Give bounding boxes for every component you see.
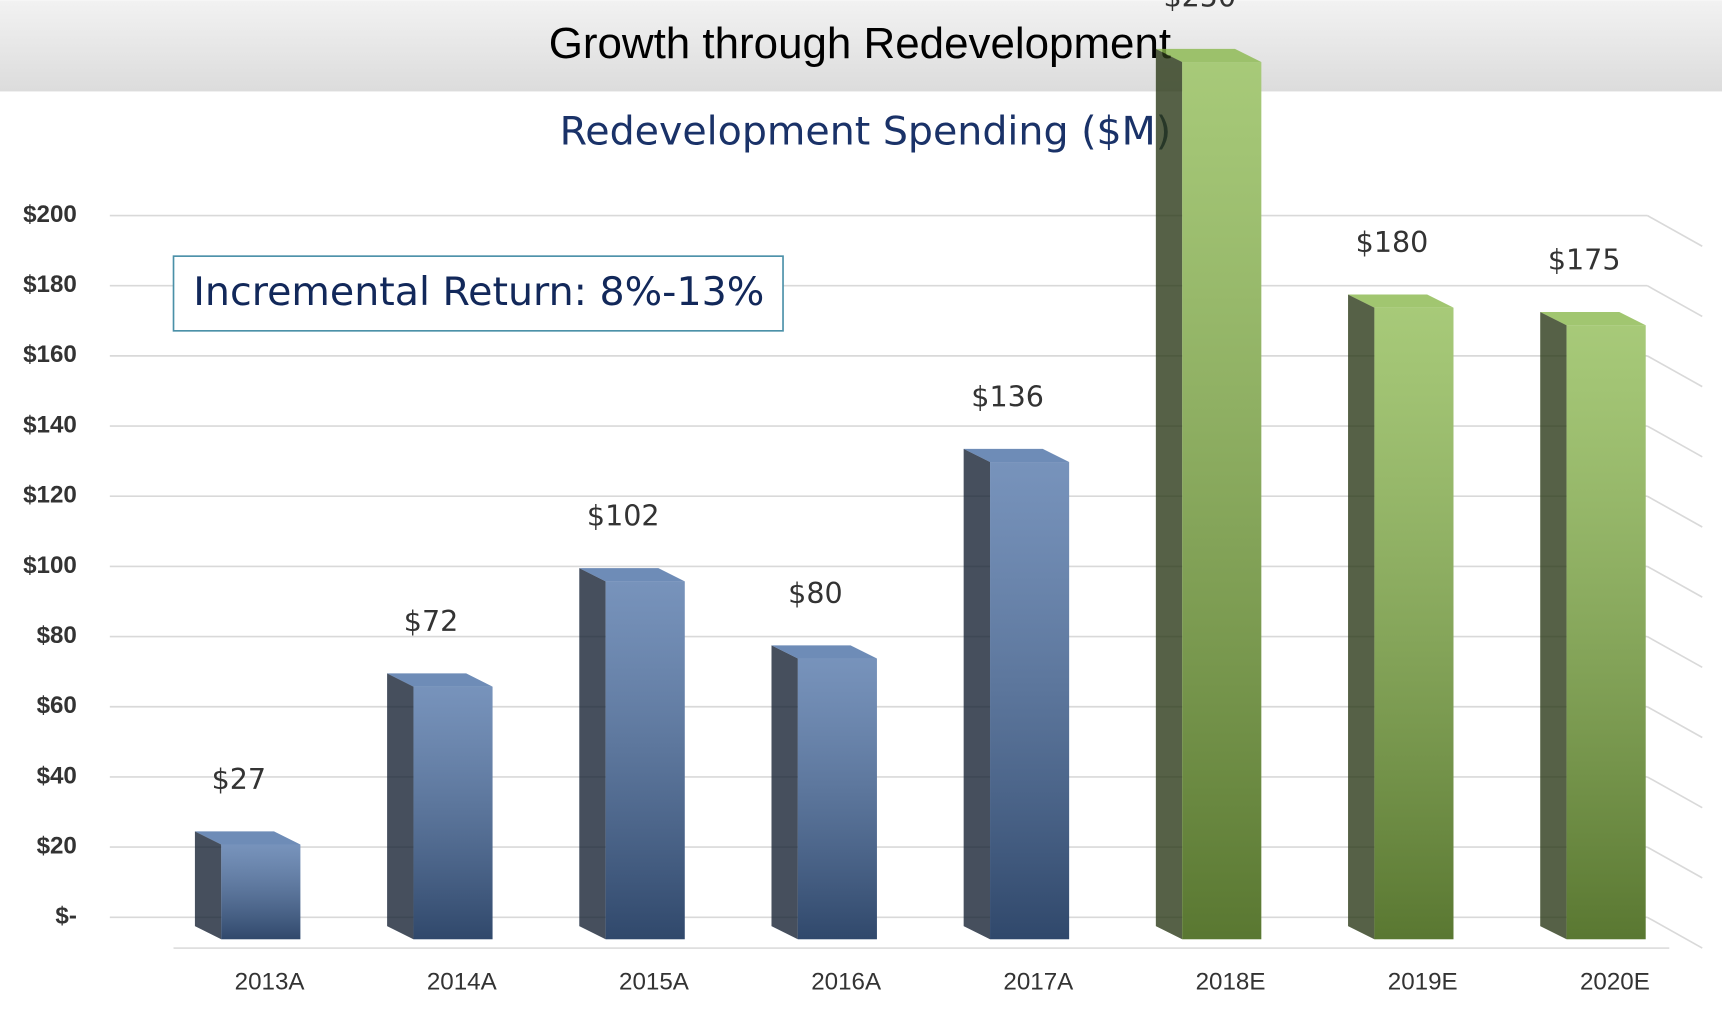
bar-top — [1155, 48, 1262, 63]
grid-slant — [1646, 284, 1703, 318]
bars: $27 $72 $102 $80 $136 $250 $180 $175 — [194, 0, 1646, 940]
bar — [194, 831, 301, 940]
bar — [387, 673, 493, 940]
x-tick-label: 2018E — [1196, 969, 1266, 996]
header-band — [0, 0, 1722, 92]
y-tick-label: $120 — [23, 482, 77, 509]
y-tick-label: $160 — [23, 341, 77, 368]
grid-slant — [1646, 635, 1703, 669]
bar-top — [963, 448, 1070, 463]
grid-slant — [1646, 495, 1703, 528]
y-tick-label: $- — [55, 903, 76, 930]
bar-shade — [413, 686, 493, 940]
grid-slant — [1646, 425, 1703, 458]
value-label: $250 — [1163, 0, 1236, 13]
header-title: Growth through Redevelopment — [549, 19, 1171, 68]
y-tick-label: $140 — [23, 411, 77, 438]
y-tick-label: $80 — [37, 622, 77, 649]
y-tick-label: $60 — [37, 692, 77, 719]
grid-slant — [1646, 776, 1703, 809]
bar-side-dark — [1348, 294, 1375, 940]
bar-side-dark — [387, 673, 414, 940]
grid: $- $20 $40 $60 $80 $100 $120 $140 $160 $180 $200 20… — [23, 201, 1703, 996]
x-tick-label: 2020E — [1580, 969, 1650, 996]
bar — [1155, 48, 1262, 940]
bar-side-dark — [771, 645, 798, 940]
value-label: $175 — [1548, 243, 1621, 277]
y-tick-label: $100 — [23, 552, 77, 579]
bar-top — [771, 645, 877, 659]
y-tick-label: $180 — [23, 271, 77, 298]
grid-slant — [1646, 214, 1703, 247]
bar-top — [387, 673, 493, 687]
bar-top — [194, 831, 301, 845]
bar — [1348, 294, 1454, 940]
value-label: $102 — [587, 499, 660, 533]
y-tick-label: $200 — [23, 201, 77, 228]
bar — [963, 448, 1070, 940]
grid-slant — [1646, 355, 1703, 388]
bar-shade — [1566, 325, 1646, 940]
bar-shade — [1374, 307, 1454, 940]
bar-side-dark — [579, 568, 606, 940]
grid-slant — [1646, 916, 1703, 949]
value-label: $180 — [1356, 225, 1429, 259]
bar-shade — [605, 581, 685, 940]
bar-shade — [797, 658, 877, 940]
grid-slant — [1646, 565, 1703, 598]
grid-slant — [1646, 846, 1703, 879]
bar-top — [579, 568, 685, 582]
bar — [771, 645, 877, 940]
value-label: $136 — [971, 379, 1044, 413]
bar-side-dark — [1155, 48, 1183, 940]
bar-shade — [990, 462, 1070, 940]
bar-side-dark — [1540, 312, 1567, 940]
value-label: $72 — [404, 604, 459, 638]
x-tick-label: 2016A — [811, 969, 882, 996]
y-tick-label: $40 — [37, 762, 77, 789]
annotation-box — [172, 255, 784, 332]
bar — [1540, 312, 1646, 940]
y-tick-label: $20 — [37, 832, 77, 859]
chart-title: Redevelopment Spending ($M) — [560, 109, 1172, 155]
x-tick-label: 2019E — [1388, 969, 1458, 996]
bar-shade — [1182, 62, 1262, 940]
value-label: $80 — [788, 576, 843, 610]
bar-side-dark — [963, 448, 991, 940]
bar-top — [1540, 312, 1646, 326]
bar-side-dark — [194, 831, 222, 940]
value-label: $27 — [212, 762, 267, 796]
bar-top — [1348, 294, 1454, 308]
x-tick-label: 2014A — [427, 969, 498, 996]
bar-shade — [221, 844, 301, 940]
x-tick-label: 2013A — [235, 969, 306, 996]
x-tick-label: 2015A — [619, 969, 690, 996]
annotation: Incremental Return: 8%-13% — [193, 269, 764, 315]
x-tick-label: 2017A — [1003, 969, 1074, 996]
grid-slant — [1646, 706, 1703, 739]
bar — [579, 568, 685, 940]
